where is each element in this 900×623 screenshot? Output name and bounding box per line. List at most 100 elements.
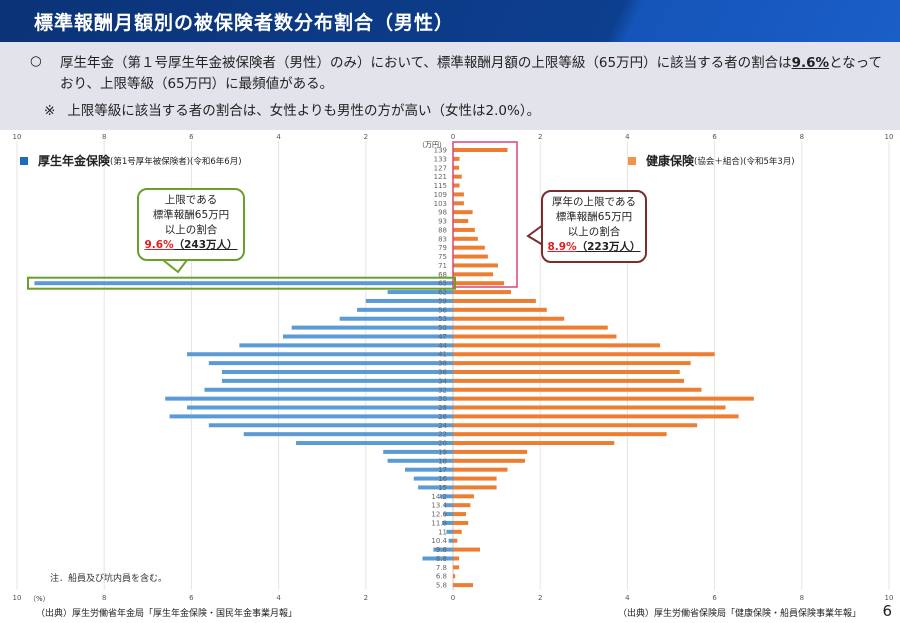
bar-pension (383, 449, 453, 454)
bar-health (453, 458, 525, 463)
x-tick-label-top: 6 (189, 133, 194, 141)
category-label: 71 (438, 262, 447, 270)
category-label: 98 (438, 209, 447, 217)
bar-pension (418, 485, 453, 490)
x-tick-label-top: 10 (885, 133, 894, 141)
x-tick-label-bottom: 2 (538, 594, 542, 602)
legend-pension-sub: (第1号厚年被保険者)(令和6年6月) (110, 156, 242, 167)
bar-pension (204, 387, 453, 392)
x-tick-label-top: 4 (625, 133, 630, 141)
category-label: 17 (438, 466, 447, 474)
bar-health (453, 334, 617, 339)
category-label: 32 (438, 386, 447, 394)
legend-health-label: 健康保険 (646, 154, 695, 168)
bar-pension (413, 476, 453, 481)
bar-health (453, 236, 478, 241)
bar-health (453, 547, 481, 552)
callout-line: 標準報酬65万円 (555, 211, 633, 223)
bar-pension (387, 290, 453, 295)
x-tick-label-bottom: 0 (451, 594, 455, 602)
bar-health (453, 565, 460, 570)
note-text: 上限等級に該当する者の割合は、女性よりも男性の方が高い（女性は2.0%）。 (67, 103, 541, 119)
category-label: 36 (438, 369, 447, 377)
bar-pension (282, 334, 453, 339)
category-label: 6.8 (436, 573, 447, 581)
legend-swatch-health (628, 156, 636, 165)
bar-pension (208, 423, 453, 428)
bar-pension (387, 458, 453, 463)
page-title: 標準報酬月額別の被保険者数分布割合（男性） (34, 12, 455, 34)
category-label: 13.4 (431, 502, 447, 510)
category-label: 7.8 (436, 564, 447, 572)
bar-pension (34, 281, 453, 286)
x-tick-label-top: 0 (451, 133, 455, 141)
bar-health (453, 254, 488, 259)
callout-line: 標準報酬65万円 (152, 209, 230, 221)
bar-pension (339, 316, 453, 321)
bar-health (453, 156, 460, 161)
bar-health (453, 512, 467, 517)
x-tick-label-top: 10 (13, 133, 22, 141)
bar-pension (439, 494, 453, 499)
bar-pension (221, 378, 453, 383)
callout-pct: 9.6% (144, 239, 174, 251)
category-label: 44 (438, 342, 447, 350)
category-label: 65 (438, 280, 447, 288)
bar-health (453, 423, 698, 428)
bar-pension (208, 361, 453, 366)
bar-health (453, 201, 464, 206)
bar-health (453, 556, 460, 561)
bar-health (453, 449, 528, 454)
category-label: 9.8 (436, 546, 447, 554)
category-label: 16 (438, 475, 447, 483)
category-label: 24 (438, 422, 447, 430)
callout-tail-health (526, 224, 544, 246)
category-label: 79 (438, 244, 447, 252)
bar-health (453, 272, 494, 277)
bar-pension (357, 307, 453, 312)
callout-line: 以上の割合 (567, 226, 621, 238)
bar-health (453, 148, 508, 152)
bar-health (453, 485, 497, 490)
category-label: 50 (438, 324, 447, 332)
summary-highlight: 9.6% (791, 55, 830, 71)
legend-health: 健康保険 (協会＋組合)(令和5年3月) (628, 152, 795, 169)
category-label: 12.6 (431, 511, 447, 519)
bar-pension (239, 343, 453, 348)
header-bar: 標準報酬月額別の被保険者数分布割合（男性） (0, 0, 900, 42)
callout-value: 8.9%（223万人） (543, 240, 645, 255)
category-label: 30 (438, 395, 447, 403)
summary-band: ○ 厚生年金（第１号厚生年金被保険者（男性）のみ）において、標準報酬月額の上限等… (0, 42, 900, 130)
summary-note: ※ 上限等級に該当する者の割合は、女性よりも男性の方が高い（女性は2.0%）。 (44, 99, 552, 119)
category-label: 121 (434, 173, 447, 181)
y-unit-label: （万円） (418, 141, 446, 149)
bar-pension (422, 556, 453, 561)
bar-pension (446, 529, 453, 534)
x-tick-label-bottom: 4 (276, 594, 281, 602)
bar-pension (187, 405, 454, 410)
bar-health (453, 219, 469, 224)
upper-grade-highlight-box (452, 141, 518, 288)
category-label: 20 (438, 440, 447, 448)
x-tick-label-bottom: 2 (364, 594, 368, 602)
category-label: 62 (438, 289, 447, 297)
category-label: 53 (438, 315, 447, 323)
bar-health (453, 370, 680, 374)
max-grade-highlight-box (27, 276, 456, 290)
bar-pension (444, 503, 453, 508)
bar-pension (433, 547, 453, 552)
bar-health (453, 281, 505, 286)
category-label: 93 (438, 218, 447, 226)
bar-pension (405, 467, 453, 472)
category-label: 88 (438, 226, 447, 234)
bar-pension (187, 352, 454, 357)
bar-health (453, 520, 469, 525)
x-tick-label-bottom: 10 (885, 594, 894, 602)
category-label: 14.2 (431, 493, 447, 501)
x-tick-label-bottom: 8 (800, 594, 804, 602)
callout-line: 厚年の上限である (552, 196, 636, 208)
bar-pension (442, 520, 453, 525)
bar-health (453, 361, 691, 366)
category-label: 139 (434, 147, 447, 155)
category-label: 115 (434, 182, 447, 190)
